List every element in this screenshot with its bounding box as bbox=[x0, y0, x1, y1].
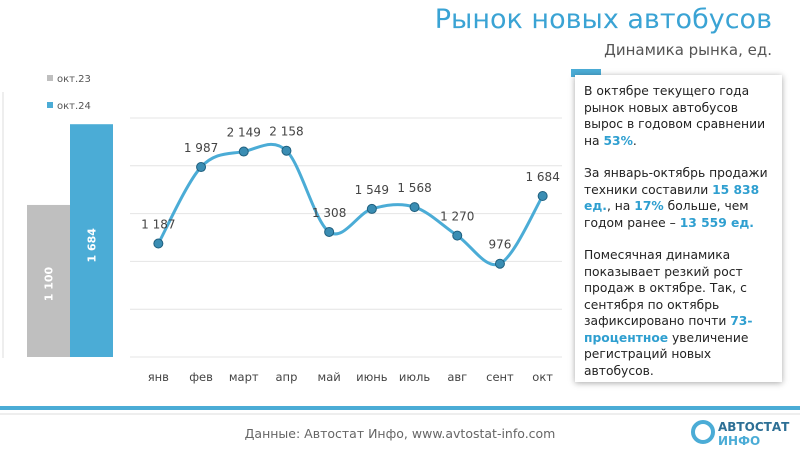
value-label: 1 270 bbox=[440, 210, 474, 224]
logo-top: АВТОСТАТ bbox=[718, 420, 790, 434]
marker bbox=[494, 258, 505, 269]
value-label: 1 308 bbox=[312, 206, 346, 220]
title: Рынок новых автобусов bbox=[434, 4, 772, 35]
highlight: 73-процентное bbox=[584, 314, 753, 345]
logo: АВТОСТАТ ИНФО bbox=[690, 414, 800, 450]
marker bbox=[366, 203, 377, 214]
bar bbox=[70, 124, 113, 357]
bar-value-label: 1 100 bbox=[43, 266, 56, 301]
marker bbox=[153, 238, 164, 249]
x-tick-label: авг bbox=[447, 370, 467, 384]
text: В октябре текущего года рынок новых авто… bbox=[584, 84, 766, 148]
x-tick-label: янв bbox=[148, 370, 169, 384]
line bbox=[157, 142, 544, 267]
source: Данные: Автостат Инфо, www.avtostat-info… bbox=[244, 426, 556, 441]
text: За январь-октябрь продажи техники состав… bbox=[584, 166, 768, 197]
x-tick-label: окт bbox=[532, 370, 553, 384]
x-tick-label: июль bbox=[399, 370, 431, 384]
marker bbox=[452, 230, 463, 241]
marker bbox=[409, 202, 420, 213]
legend-swatch bbox=[47, 75, 53, 81]
paragraph: Помесячная динамика показывает резкий ро… bbox=[584, 247, 773, 379]
legend-swatch bbox=[47, 102, 53, 108]
text: больше, чем годом ранее – bbox=[584, 199, 749, 230]
x-tick-label: фев bbox=[189, 370, 213, 384]
legend-label: окт.24 bbox=[57, 101, 91, 112]
value-label: 2 149 bbox=[227, 126, 261, 140]
box-accent bbox=[571, 69, 601, 77]
text: , на bbox=[606, 199, 635, 213]
x-tick-label: март bbox=[229, 370, 259, 384]
highlight: 13 559 ед. bbox=[679, 215, 754, 230]
marker bbox=[324, 226, 335, 237]
text: увеличение регистраций новых автобусов. bbox=[584, 330, 749, 378]
value-label: 2 158 bbox=[269, 125, 303, 139]
highlight: 17% bbox=[634, 199, 664, 213]
paragraph: В октябре текущего года рынок новых авто… bbox=[584, 83, 773, 149]
logo-bottom: ИНФО bbox=[718, 434, 760, 448]
legend-label: окт.23 bbox=[57, 74, 91, 85]
marker bbox=[281, 145, 292, 156]
logo-icon bbox=[691, 420, 715, 444]
marker bbox=[537, 191, 548, 202]
x-tick-label: май bbox=[318, 370, 341, 384]
highlight: 15 838 ед. bbox=[584, 182, 760, 214]
value-label: 1 684 bbox=[525, 170, 559, 184]
x-tick-label: сент bbox=[486, 370, 514, 384]
x-tick-label: июнь bbox=[356, 370, 388, 384]
marker bbox=[196, 162, 207, 173]
text-box: В октябре текущего года рынок новых авто… bbox=[575, 75, 782, 382]
text: Помесячная динамика показывает резкий ро… bbox=[584, 248, 747, 328]
paragraph: За январь-октябрь продажи техники состав… bbox=[584, 165, 773, 231]
value-label: 1 549 bbox=[355, 183, 389, 197]
marker bbox=[238, 146, 249, 157]
bar bbox=[27, 204, 70, 357]
value-label: 1 987 bbox=[184, 141, 218, 155]
value-label: 1 568 bbox=[397, 181, 431, 195]
subtitle: Динамика рынка, ед. bbox=[604, 41, 772, 59]
value-label: 1 187 bbox=[141, 218, 175, 232]
x-tick-label: апр bbox=[276, 370, 298, 384]
bar-value-label: 1 684 bbox=[86, 228, 99, 263]
highlight: 53% bbox=[603, 133, 633, 148]
text: . bbox=[632, 133, 637, 148]
logo-graphic: АВТОСТАТ ИНФО bbox=[691, 420, 790, 448]
value-label: 976 bbox=[488, 238, 511, 252]
